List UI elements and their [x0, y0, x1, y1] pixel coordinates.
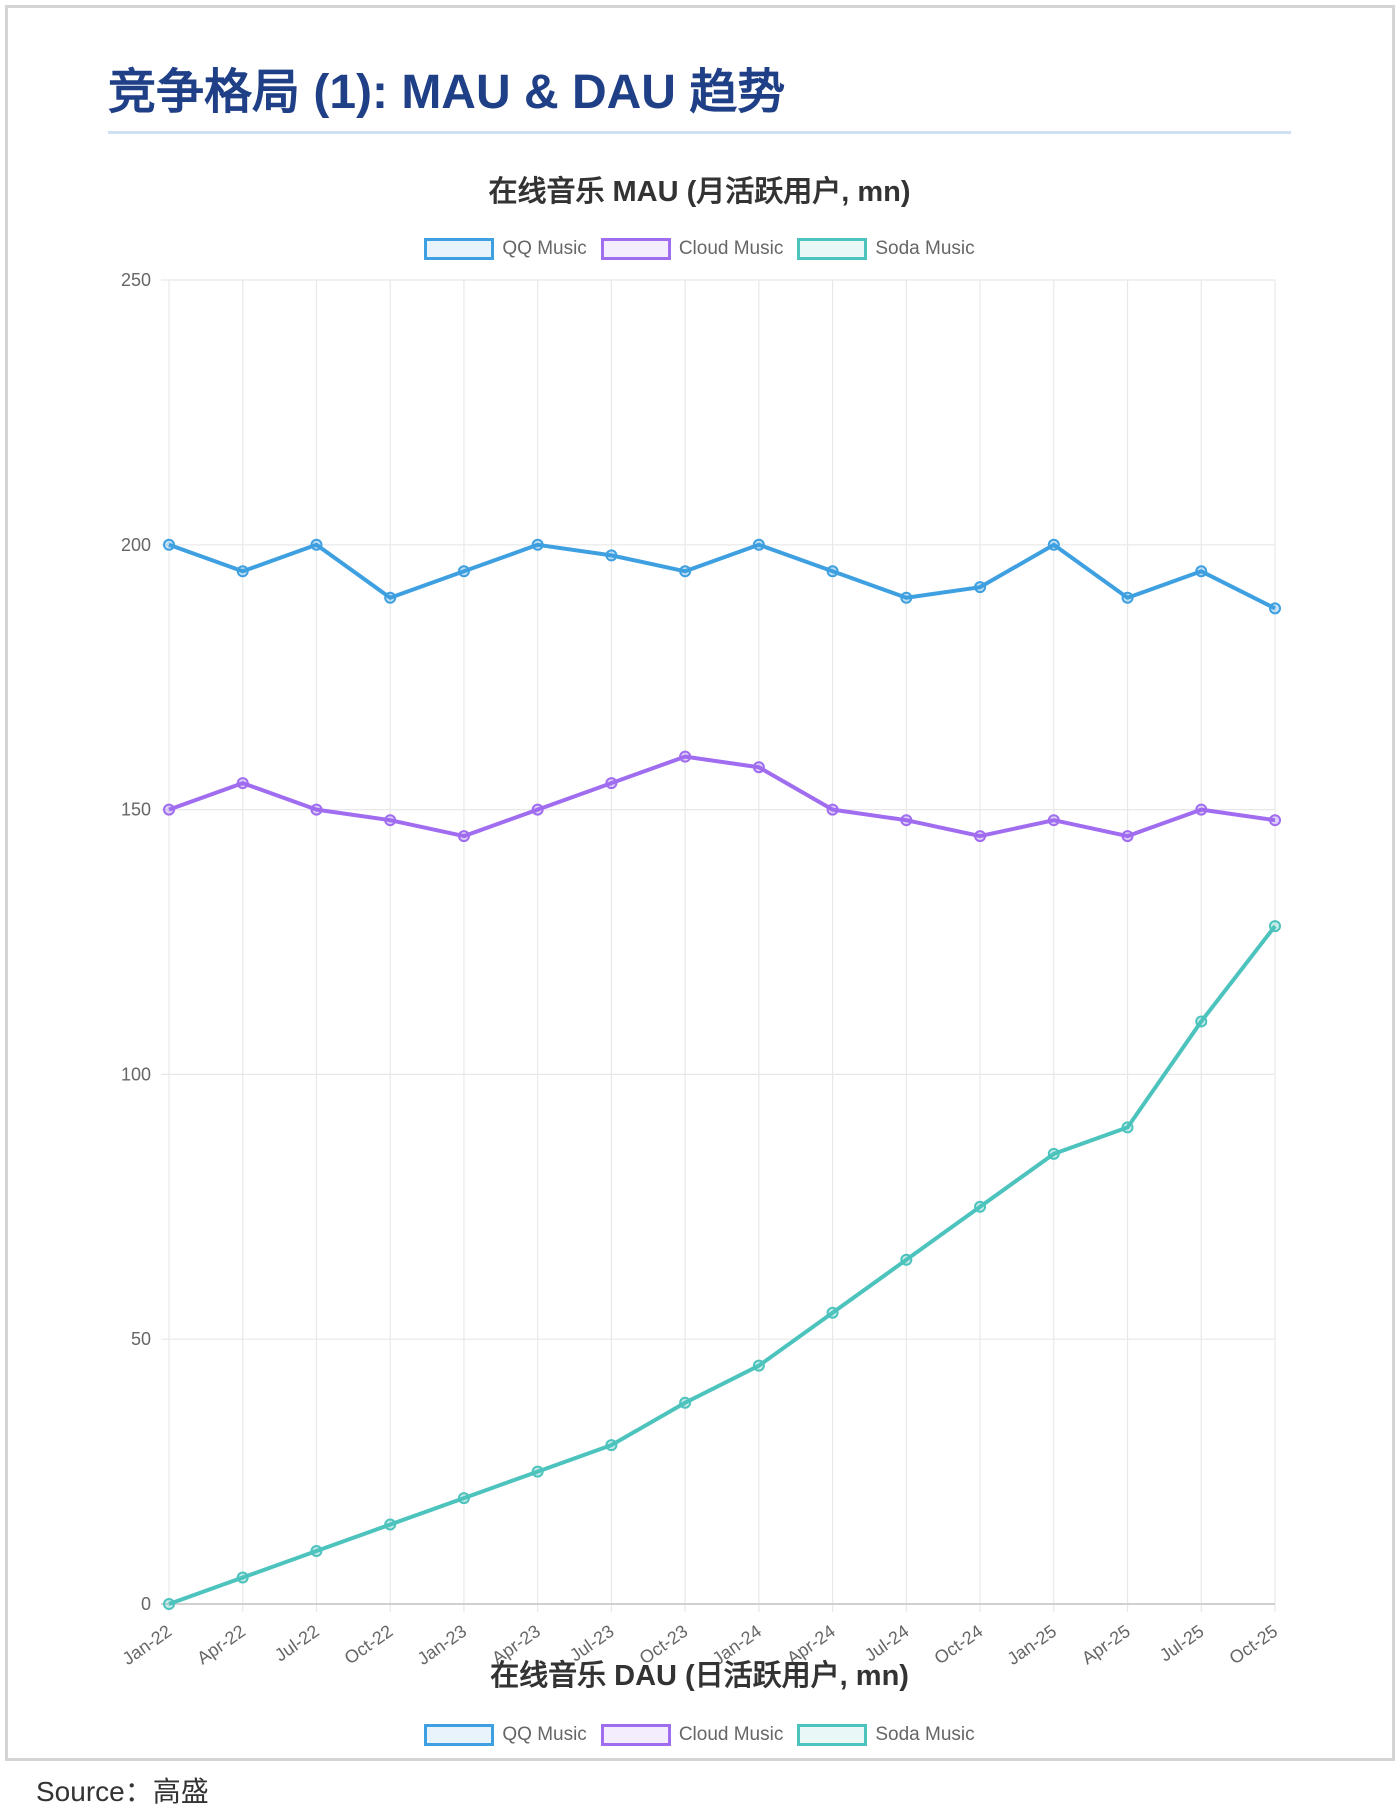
chart-card [5, 5, 1395, 1761]
legend-swatch [797, 1724, 868, 1746]
data-point-cloud-music[interactable] [457, 830, 470, 843]
legend-swatch [797, 238, 868, 260]
data-point-qq-music[interactable] [826, 565, 839, 578]
data-point-soda-music[interactable] [236, 1571, 249, 1584]
series-line-qq-music [168, 542, 1276, 611]
data-point-cloud-music[interactable] [531, 803, 544, 816]
y-tick-label: 150 [121, 800, 151, 820]
data-point-soda-music[interactable] [679, 1396, 692, 1409]
data-point-cloud-music[interactable] [384, 814, 397, 827]
legend-item-soda-music[interactable]: Soda Music [797, 1724, 975, 1746]
data-point-qq-music[interactable] [1047, 538, 1060, 551]
data-point-soda-music[interactable] [1047, 1147, 1060, 1160]
data-point-qq-music[interactable] [531, 538, 544, 551]
data-point-cloud-music[interactable] [1121, 830, 1134, 843]
data-point-cloud-music[interactable] [752, 761, 765, 774]
legend-swatch [424, 238, 495, 260]
legend-label: QQ Music [502, 1724, 587, 1745]
title-divider [108, 131, 1291, 134]
y-tick-label: 0 [141, 1594, 151, 1614]
data-point-soda-music[interactable] [1269, 920, 1281, 933]
data-point-cloud-music[interactable] [1047, 814, 1060, 827]
mau-chart-title: 在线音乐 MAU (月活跃用户, mn) [488, 176, 911, 208]
data-point-soda-music[interactable] [310, 1545, 323, 1558]
data-point-cloud-music[interactable] [974, 830, 987, 843]
series-line-cloud-music [168, 754, 1276, 839]
legend-item-cloud-music[interactable]: Cloud Music [600, 1724, 784, 1746]
data-point-cloud-music[interactable] [826, 803, 839, 816]
data-point-qq-music[interactable] [900, 591, 913, 604]
data-point-soda-music[interactable] [531, 1465, 544, 1478]
data-point-soda-music[interactable] [457, 1492, 470, 1505]
data-point-qq-music[interactable] [310, 538, 323, 551]
data-point-soda-music[interactable] [605, 1439, 618, 1452]
series-line-soda-music [168, 924, 1277, 1606]
data-point-soda-music[interactable] [1195, 1015, 1208, 1028]
data-point-qq-music[interactable] [605, 549, 618, 562]
data-point-soda-music[interactable] [900, 1253, 913, 1266]
data-point-qq-music[interactable] [1269, 602, 1281, 615]
legend-item-qq-music[interactable]: QQ Music [424, 1724, 587, 1746]
data-point-qq-music[interactable] [236, 565, 249, 578]
dau-legend: QQ Music Cloud Music Soda Music [0, 1724, 1399, 1746]
mau-legend: QQ Music Cloud Music Soda Music [0, 238, 1399, 260]
data-point-qq-music[interactable] [1195, 565, 1208, 578]
data-point-qq-music[interactable] [752, 538, 765, 551]
data-point-cloud-music[interactable] [1269, 814, 1281, 827]
y-tick-label: 200 [121, 535, 151, 555]
data-point-cloud-music[interactable] [1195, 803, 1208, 816]
data-point-soda-music[interactable] [163, 1598, 175, 1610]
data-point-qq-music[interactable] [974, 581, 987, 594]
legend-swatch [600, 238, 671, 260]
legend-swatch [424, 1724, 495, 1746]
data-point-cloud-music[interactable] [163, 803, 175, 816]
data-point-soda-music[interactable] [974, 1200, 987, 1213]
data-point-soda-music[interactable] [752, 1359, 765, 1372]
data-point-qq-music[interactable] [679, 565, 692, 578]
data-point-qq-music[interactable] [163, 538, 175, 551]
legend-label: Soda Music [875, 1724, 975, 1745]
data-point-cloud-music[interactable] [605, 777, 618, 790]
legend-label: QQ Music [502, 238, 587, 259]
data-point-cloud-music[interactable] [236, 777, 249, 790]
data-point-soda-music[interactable] [1121, 1121, 1134, 1134]
data-point-cloud-music[interactable] [679, 750, 692, 763]
source-note: Source：高盛 [36, 1776, 209, 1807]
legend-item-cloud-music[interactable]: Cloud Music [600, 238, 784, 260]
data-point-qq-music[interactable] [1121, 591, 1134, 604]
data-point-soda-music[interactable] [384, 1518, 397, 1531]
data-point-cloud-music[interactable] [310, 803, 323, 816]
legend-label: Cloud Music [678, 1724, 784, 1745]
y-tick-label: 250 [121, 270, 151, 290]
legend-item-qq-music[interactable]: QQ Music [424, 238, 587, 260]
legend-label: Cloud Music [678, 238, 784, 259]
y-tick-label: 100 [121, 1064, 151, 1084]
dau-chart-title: 在线音乐 DAU (日活跃用户, mn) [490, 1660, 909, 1692]
data-point-cloud-music[interactable] [900, 814, 913, 827]
legend-item-soda-music[interactable]: Soda Music [797, 238, 975, 260]
data-point-qq-music[interactable] [384, 591, 397, 604]
data-point-soda-music[interactable] [826, 1306, 839, 1319]
y-tick-label: 50 [131, 1329, 151, 1349]
data-point-qq-music[interactable] [457, 565, 470, 578]
page-title: 竞争格局 (1): MAU & DAU 趋势 [108, 66, 786, 119]
legend-label: Soda Music [875, 238, 975, 259]
legend-swatch [600, 1724, 671, 1746]
